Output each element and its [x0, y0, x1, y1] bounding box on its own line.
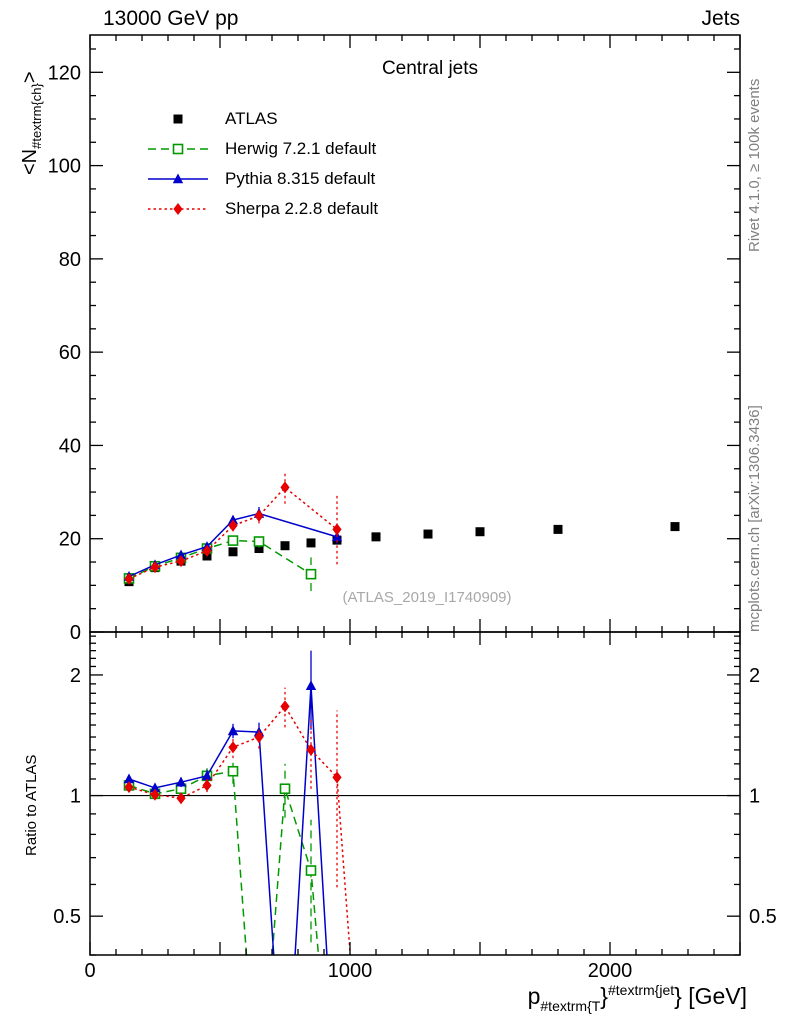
main-y-axis-title: <N#textrm{ch}> [19, 71, 44, 175]
svg-text:2000: 2000 [588, 960, 633, 982]
legend-item-atlas: ATLAS [145, 104, 378, 134]
legend-label-pythia: Pythia 8.315 default [225, 169, 376, 188]
svg-text:0: 0 [70, 622, 81, 644]
xlabel-base: p [527, 983, 541, 1009]
pythia-marker-icon [148, 173, 208, 184]
herwig-marker-icon [148, 143, 208, 155]
legend-label-herwig: Herwig 7.2.1 default [225, 139, 377, 158]
svg-text:20: 20 [59, 529, 81, 551]
ylabel-post: > [19, 71, 41, 84]
xlabel-post: } [GeV] [674, 983, 747, 1009]
sherpa-marker-icon [148, 203, 208, 215]
svg-text:40: 40 [59, 435, 81, 457]
plot-title: Central jets [381, 58, 479, 79]
atlas-data-marker-icon [173, 114, 183, 124]
ylabel-sub: #textrm{ch} [29, 83, 44, 149]
legend: ATLAS Herwig 7.2.1 default Pythia 8.315 … [145, 104, 378, 224]
ratio-y-axis-title: Ratio to ATLAS [23, 754, 40, 856]
rivet-version-label: Rivet 4.1.0, ≥ 100k events [746, 78, 763, 252]
ratio-panel: 0 1000 2000 0.5 0.5 1 1 2 2 [53, 631, 777, 982]
series-sherpa [124, 471, 342, 585]
legend-label-sherpa: Sherpa 2.2.8 default [225, 199, 379, 218]
x-axis-title: p#textrm{T}#textrm{jet} [GeV] [300, 983, 747, 1013]
svg-text:0: 0 [84, 960, 95, 982]
svg-text:2: 2 [749, 665, 760, 687]
svg-text:80: 80 [59, 249, 81, 271]
ylabel-pre: <N [19, 148, 41, 175]
legend-item-herwig: Herwig 7.2.1 default [145, 134, 378, 164]
beam-energy-label: 13000 GeV pp [103, 7, 239, 30]
svg-text:1: 1 [70, 786, 81, 808]
legend-item-sherpa: Sherpa 2.2.8 default [145, 194, 378, 224]
svg-text:1: 1 [749, 786, 760, 808]
svg-text:100: 100 [48, 156, 81, 178]
series-pythia [123, 650, 328, 955]
xlabel-mid: } [600, 983, 608, 1009]
series-sherpa [124, 687, 352, 955]
legend-item-pythia: Pythia 8.315 default [145, 164, 378, 194]
svg-text:120: 120 [48, 62, 81, 84]
xlabel-sub: #textrm{T [540, 998, 601, 1014]
analysis-id-watermark: (ATLAS_2019_I1740909) [342, 589, 512, 606]
svg-text:2: 2 [70, 665, 81, 687]
svg-text:0.5: 0.5 [749, 906, 777, 928]
observable-group-label: Jets [701, 7, 740, 30]
xlabel-sup: #textrm{jet [607, 982, 675, 998]
svg-text:60: 60 [59, 342, 81, 364]
svg-text:1000: 1000 [328, 960, 373, 982]
mcplots-citation-label: mcplots.cern.ch [arXiv:1306.3436] [746, 405, 763, 632]
legend-label-atlas: ATLAS [225, 109, 278, 128]
svg-text:0.5: 0.5 [53, 906, 81, 928]
